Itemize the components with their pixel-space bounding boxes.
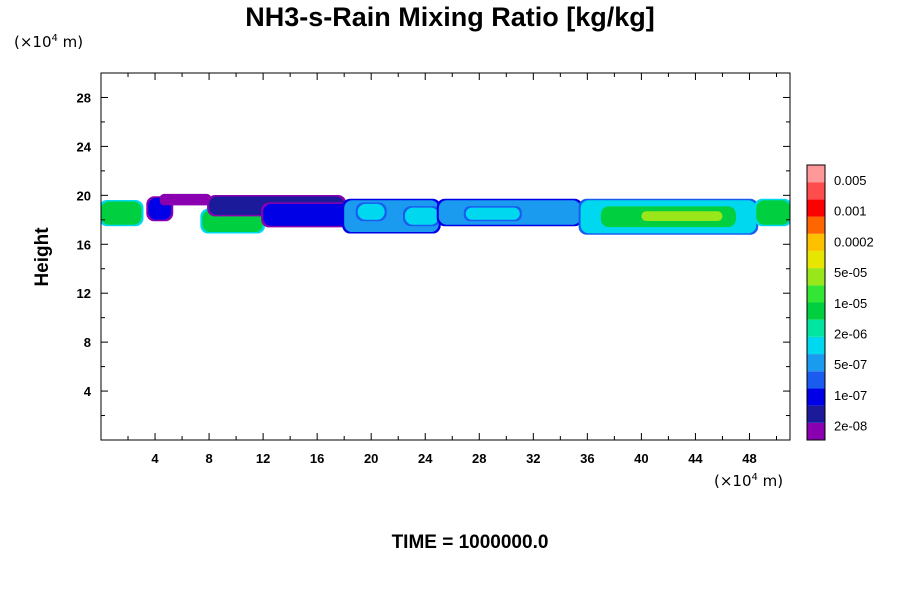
y-tick-label: 20 [77, 188, 91, 203]
colorbar-swatch [807, 371, 825, 389]
x-tick-label: 32 [526, 451, 540, 466]
x-tick-label: 8 [205, 451, 212, 466]
y-tick-label: 28 [77, 90, 91, 105]
plot-frame [100, 72, 791, 441]
colorbar-swatch [807, 354, 825, 372]
cloud-cell [641, 211, 723, 222]
colorbar-swatch [807, 336, 825, 355]
colorbar-label: 5e-07 [834, 357, 867, 372]
colorbar-swatch [807, 233, 825, 251]
cloud-cell [756, 200, 790, 225]
x-tick-label: 44 [688, 451, 703, 466]
colorbar-swatch [807, 182, 825, 200]
colorbar-label: 0.001 [834, 204, 867, 219]
time-label: TIME = 1000000.0 [391, 532, 549, 553]
y-tick-label: 24 [77, 139, 92, 154]
colorbar-label: 2e-08 [834, 419, 867, 434]
colorbar-label: 1e-07 [834, 388, 867, 403]
colorbar-swatch [807, 285, 825, 303]
colorbar-swatch [807, 250, 825, 269]
colorbar-label: 1e-05 [834, 296, 867, 311]
x-tick-label: 40 [634, 451, 648, 466]
y-tick-label: 16 [77, 237, 91, 252]
colorbar-swatch [807, 388, 825, 406]
colorbar-label: 0.0002 [834, 234, 874, 249]
cloud-cell [404, 207, 439, 225]
mixing-ratio-field [101, 193, 790, 235]
y-unit-prefix: (×10 [14, 33, 52, 51]
y-tick-label: 12 [77, 286, 91, 301]
colorbar-frame [806, 164, 826, 441]
y-axis-unit: (×104 m) [14, 33, 83, 51]
colorbar-swatch [807, 199, 825, 217]
colorbar: 0.005 0.001 0.0002 5e-05 1e-05 2e-06 5e-07 1e-0… [806, 164, 874, 441]
x-tick-label: 4 [151, 451, 159, 466]
x-axis-unit: (×104 m) [714, 472, 783, 490]
y-tick-label: 8 [84, 335, 91, 350]
colorbar-swatch [807, 422, 825, 440]
x-unit-prefix: (×10 [714, 472, 752, 490]
x-tick-label: 20 [364, 451, 378, 466]
x-unit-suffix: m) [757, 472, 784, 490]
chart-title: NH3-s-Rain Mixing Ratio [kg/kg] [245, 2, 655, 32]
colorbar-swatch [807, 165, 825, 183]
x-tick-label: 28 [472, 451, 486, 466]
x-tick-label: 12 [256, 451, 270, 466]
colorbar-label: 0.005 [834, 173, 867, 188]
x-tick-label: 48 [742, 451, 756, 466]
colorbar-swatch [807, 405, 825, 423]
y-tick-label: 4 [84, 384, 92, 399]
colorbar-label: 5e-05 [834, 265, 867, 280]
colorbar-swatch [807, 319, 825, 337]
x-tick-label: 24 [418, 451, 433, 466]
colorbar-swatch [807, 302, 825, 320]
cloud-cell [357, 203, 385, 220]
cloud-cell [263, 203, 351, 226]
x-unit-exponent: 4 [751, 472, 758, 483]
cloud-cell [465, 207, 520, 220]
y-unit-exponent: 4 [51, 33, 58, 44]
x-tick-label: 16 [310, 451, 324, 466]
colorbar-label: 2e-06 [834, 327, 867, 342]
cloud-cell [161, 195, 210, 204]
y-unit-suffix: m) [57, 33, 84, 51]
cloud-cell [101, 201, 142, 225]
colorbar-swatch [807, 268, 825, 286]
colorbar-swatch [807, 216, 825, 234]
x-tick-label: 36 [580, 451, 594, 466]
